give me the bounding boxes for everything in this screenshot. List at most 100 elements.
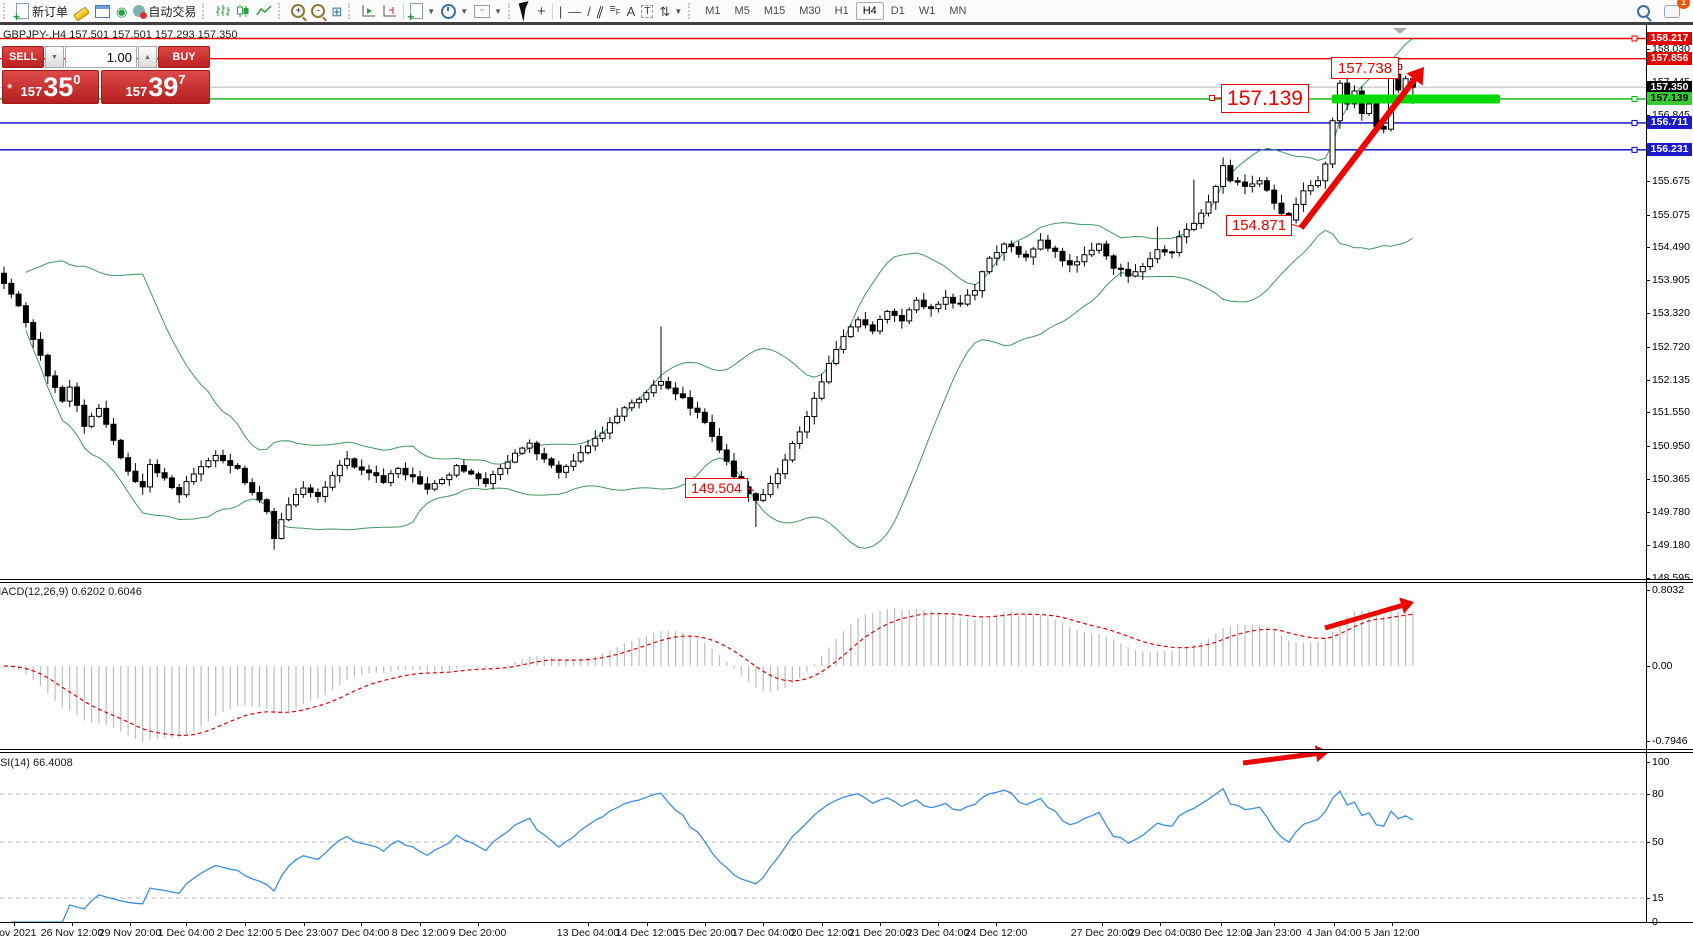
- horizontal-line-button[interactable]: —: [565, 1, 584, 21]
- time-tick-mark: [130, 922, 131, 926]
- zoom-in-button[interactable]: +: [288, 1, 308, 22]
- panel-divider[interactable]: [0, 579, 1693, 583]
- rsi-tick-mark: [1646, 898, 1650, 899]
- rsi-tick-mark: [1646, 762, 1650, 763]
- price-tick-mark: [1646, 48, 1650, 50]
- toolbar-grip[interactable]: [348, 3, 355, 19]
- volume-decrease-button[interactable]: ▼: [45, 46, 64, 68]
- new-order-button[interactable]: + 新订单: [13, 1, 71, 23]
- autotrade-button[interactable]: 自动交易: [130, 1, 199, 21]
- crosshair-button[interactable]: +: [534, 1, 549, 21]
- tile-windows-button[interactable]: ⊞: [328, 1, 345, 21]
- macd-tick-label: 0.00: [1652, 660, 1673, 672]
- timeframe-h1-button[interactable]: H1: [834, 5, 849, 17]
- price-tick-label: 150.365: [1652, 472, 1690, 485]
- time-tick-label: 29 Dec 04:00: [1128, 927, 1192, 939]
- chart-template-button[interactable]: ~ ▼: [471, 1, 505, 21]
- channel-button[interactable]: ∥: [594, 1, 607, 21]
- buy-button[interactable]: BUY: [158, 46, 210, 68]
- price-tick-mark: [1646, 214, 1650, 216]
- text-button[interactable]: A: [624, 1, 639, 21]
- signals-button[interactable]: ◉: [113, 1, 130, 21]
- rsi-tick-mark: [1646, 794, 1650, 795]
- bar-chart-button[interactable]: [212, 1, 233, 21]
- time-tick-label: 24 Dec 12:00: [964, 927, 1028, 939]
- fibonacci-button[interactable]: ≡F: [606, 1, 623, 21]
- text-label-button[interactable]: T: [638, 1, 656, 21]
- new-order-label: 新订单: [32, 4, 69, 19]
- candle-chart-button[interactable]: [233, 1, 253, 21]
- macd-histogram: [10, 608, 1414, 742]
- timeframe-m30-button[interactable]: M30: [799, 5, 821, 17]
- shapes-button[interactable]: ⇅ ▼: [656, 1, 685, 21]
- highlighter-button[interactable]: [71, 1, 92, 22]
- macd-tick-mark: [1646, 666, 1650, 667]
- price-tick-label: 153.905: [1652, 274, 1690, 287]
- price-tick-mark: [1646, 478, 1650, 480]
- timeframe-mn-button[interactable]: MN: [949, 5, 967, 17]
- buy-price-display[interactable]: 157 39 7: [101, 70, 210, 104]
- price-annotation[interactable]: 154.871: [1226, 215, 1292, 236]
- auto-scroll-button[interactable]: [358, 1, 379, 21]
- chart-shift-button[interactable]: [379, 1, 400, 21]
- support-zone-band[interactable]: [1332, 94, 1500, 104]
- trendline-button[interactable]: /: [584, 1, 594, 21]
- timeframe-clock-button[interactable]: ▼: [438, 1, 471, 21]
- time-tick-label: 26 Nov 12:00: [40, 927, 104, 939]
- toolbar-grip[interactable]: [3, 3, 10, 19]
- time-tick-mark: [763, 922, 764, 926]
- time-tick-mark: [1392, 922, 1393, 926]
- timeframe-h4-button[interactable]: H4: [855, 2, 884, 20]
- timeframe-m15-button[interactable]: M15: [763, 5, 786, 17]
- new-window-button[interactable]: [92, 1, 113, 21]
- time-tick-label: 9 Dec 20:00: [449, 927, 507, 939]
- trendline-icon: /: [587, 3, 591, 19]
- time-tick-label: 5 Dec 23:00: [275, 927, 333, 939]
- volume-increase-button[interactable]: ▲: [138, 46, 157, 68]
- toolbar-grip[interactable]: [508, 3, 515, 19]
- price-annotation[interactable]: 149.504: [685, 478, 748, 498]
- cursor-button[interactable]: [518, 0, 534, 22]
- trend-arrows[interactable]: [1242, 67, 1424, 766]
- search-button[interactable]: [1634, 1, 1653, 22]
- toolbar-grip[interactable]: [278, 3, 285, 19]
- new-order-icon: +: [13, 3, 29, 23]
- timeframe-w1-button[interactable]: W1: [918, 5, 936, 17]
- horizontal-level-lines[interactable]: [0, 35, 1646, 153]
- panel-divider[interactable]: [0, 749, 1693, 753]
- timeframe-d1-button[interactable]: D1: [890, 5, 905, 17]
- price-tick-label: 155.075: [1652, 208, 1690, 221]
- time-tick-label: 15 Dec 20:00: [673, 927, 737, 939]
- time-tick-label: 7 Dec 04:00: [332, 927, 390, 939]
- price-annotation[interactable]: 157.738: [1331, 57, 1399, 79]
- zoom-out-button[interactable]: -: [308, 1, 328, 22]
- line-chart-button[interactable]: [253, 1, 275, 21]
- chart-plot-area[interactable]: [0, 25, 1693, 943]
- price-tick-mark: [1646, 545, 1650, 547]
- chart-shift-icon: [383, 5, 397, 17]
- macd-tick-label: 0.8032: [1652, 584, 1685, 597]
- price-tick-mark: [1646, 412, 1650, 414]
- sell-price-display[interactable]: ◆ 157 35 0: [2, 70, 100, 104]
- timeframe-m5-button[interactable]: M5: [734, 5, 750, 17]
- timeframe-group: M1 M5 M15 M30 H1 H4 D1 W1 MN: [698, 2, 973, 20]
- time-tick-mark: [478, 922, 479, 926]
- chat-button[interactable]: 1: [1661, 0, 1690, 21]
- price-tick-label: 152.135: [1652, 373, 1690, 386]
- text-label-icon: T: [641, 4, 654, 18]
- vertical-line-button[interactable]: |: [556, 1, 565, 21]
- sell-button[interactable]: SELL: [2, 46, 44, 68]
- channel-icon: ∥: [594, 2, 606, 20]
- time-tick-mark: [72, 922, 73, 926]
- price-annotation[interactable]: 157.139: [1221, 84, 1309, 113]
- toolbar-grip[interactable]: [688, 3, 695, 19]
- macd-tick-label: -0.7946: [1652, 735, 1688, 748]
- signal-icon: ◉: [116, 3, 128, 19]
- add-indicator-button[interactable]: + ▼: [407, 1, 438, 23]
- volume-input[interactable]: [65, 46, 137, 68]
- time-tick-mark: [705, 922, 706, 926]
- timeframe-m1-button[interactable]: M1: [705, 5, 721, 17]
- toolbar-grip[interactable]: [202, 3, 209, 19]
- rsi-tick-label: 15: [1652, 892, 1664, 904]
